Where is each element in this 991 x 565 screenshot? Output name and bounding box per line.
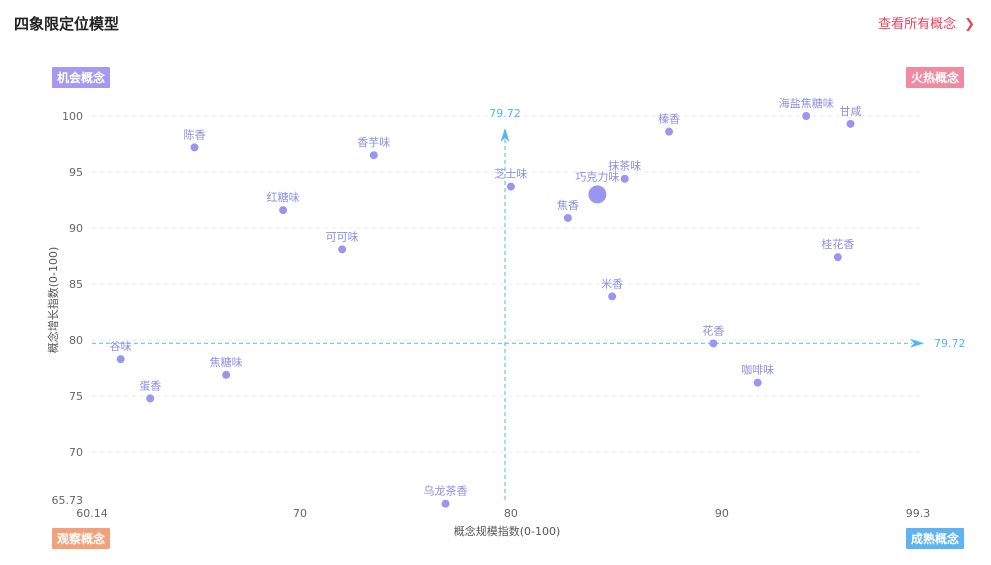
point-label: 红糖味 (267, 190, 300, 204)
y-tick-label: 85 (69, 278, 83, 291)
view-all-label: 查看所有概念 (878, 17, 957, 32)
scatter-point[interactable] (506, 182, 515, 191)
point-label: 香芋味 (357, 136, 390, 149)
scatter-point[interactable] (709, 339, 718, 348)
y-tick-label: 75 (69, 390, 83, 403)
scatter-point[interactable] (279, 206, 288, 215)
quadrant-badge-hot: 火热概念 (905, 67, 964, 88)
ref-y-label: 79.72 (934, 337, 966, 350)
scatter-point[interactable] (369, 151, 378, 160)
scatter-point[interactable] (441, 499, 450, 508)
point-label: 海盐焦糖味 (779, 96, 834, 110)
point-label: 榛香 (658, 113, 680, 126)
grid-layer (92, 115, 924, 453)
scatter-point[interactable] (588, 185, 607, 204)
x-tick-label: 60.14 (76, 507, 108, 520)
point-label: 咖啡味 (741, 363, 774, 377)
quadrant-badge-mature: 成熟概念 (905, 528, 964, 549)
scatter-point[interactable] (116, 355, 125, 364)
scatter-point[interactable] (563, 213, 572, 222)
x-axis-label: 概念规模指数(0-100) (454, 524, 561, 538)
x-tick-label: 99.3 (906, 507, 931, 520)
point-label: 焦香 (557, 199, 579, 212)
point-label: 蛋香 (139, 379, 161, 392)
point-label: 谷味 (110, 340, 132, 353)
point-label: 桂花香 (821, 237, 854, 251)
point-label: 抹茶味 (608, 160, 641, 173)
scatter-point[interactable] (222, 370, 231, 379)
scatter-point[interactable] (338, 245, 347, 254)
scatter-point[interactable] (753, 378, 762, 387)
point-label: 焦糖味 (210, 355, 243, 369)
scatter-point[interactable] (190, 143, 199, 152)
scatter-point[interactable] (608, 292, 617, 301)
point-label: 芝士味 (494, 168, 527, 181)
scatter-point[interactable] (846, 119, 855, 128)
scatter-point[interactable] (620, 174, 629, 183)
tick-layer: 65.73 70 75 80 85 90 95 100 60.14 70 80 90 99.3 (52, 110, 931, 520)
y-axis-label: 概念增长指数(0-100) (46, 247, 60, 354)
y-tick-label: 95 (69, 166, 83, 179)
point-label: 米香 (601, 277, 623, 290)
x-tick-label: 80 (504, 507, 518, 520)
x-tick-label: 70 (293, 507, 307, 520)
y-tick-label: 80 (69, 334, 83, 347)
view-all-concepts-link[interactable]: 查看所有概念 ❯ (878, 13, 975, 32)
point-label: 陈香 (184, 127, 206, 141)
y-tick-label: 70 (69, 446, 83, 459)
scatter-point[interactable] (802, 112, 811, 120)
ref-arrow-up (500, 128, 510, 142)
x-tick-label: 90 (715, 507, 729, 520)
ref-x-label: 79.72 (489, 107, 521, 120)
chevron-right-icon: ❯ (964, 17, 975, 32)
point-label: 甘咸 (840, 105, 862, 118)
point-label: 巧克力味 (575, 170, 619, 183)
scatter-point[interactable] (146, 394, 155, 403)
y-tick-label: 65.73 (52, 494, 84, 507)
scatter-point[interactable] (833, 253, 842, 262)
quadrant-badge-watch: 观察概念 (52, 528, 111, 549)
point-label: 花香 (702, 324, 724, 337)
ref-arrow-right (910, 338, 924, 348)
reference-lines: 79.72 79.72 (92, 107, 966, 500)
scatter-point[interactable] (665, 127, 674, 136)
y-tick-label: 90 (69, 222, 83, 235)
point-label: 乌龙茶香 (424, 484, 468, 498)
y-tick-label: 100 (62, 110, 83, 123)
quadrant-badge-opportunity: 机会概念 (52, 67, 111, 88)
page-title: 四象限定位模型 (14, 15, 120, 33)
point-label: 可可味 (326, 230, 359, 243)
